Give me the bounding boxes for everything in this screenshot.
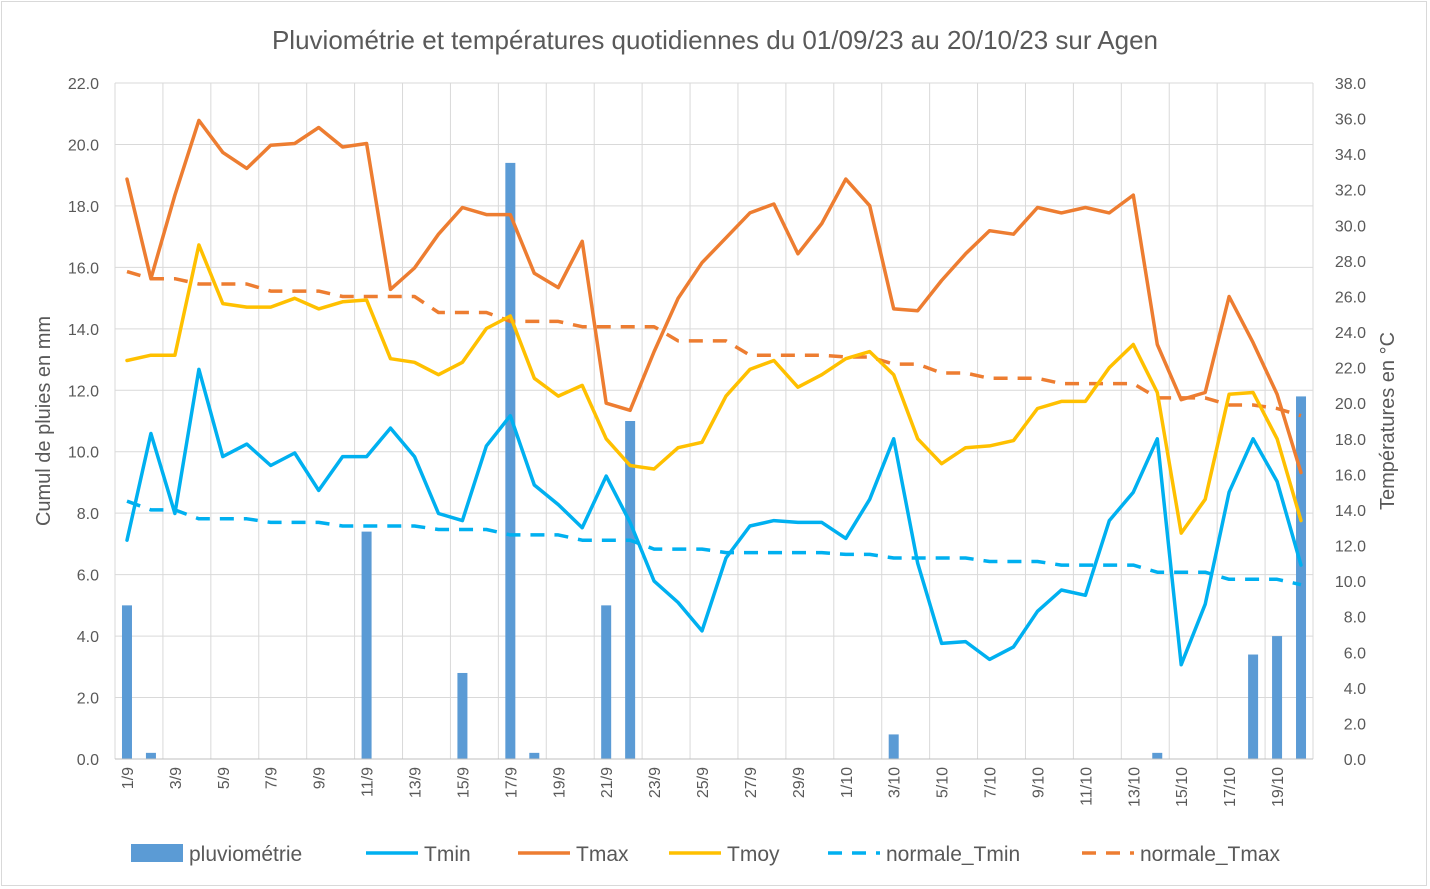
y-right-tick-label: 6.0: [1344, 645, 1366, 662]
y-left-tick-label: 14.0: [68, 322, 99, 339]
bar-pluviometrie-22/9: [625, 421, 636, 759]
y-left-tick-label: 18.0: [68, 199, 99, 216]
x-tick-label: 11/9: [360, 767, 377, 797]
chart-title: Pluviométrie et températures quotidienne…: [272, 25, 1158, 55]
legend-label-normale_Tmin: normale_Tmin: [886, 843, 1020, 866]
bar-pluviometrie-18/10: [1248, 654, 1259, 759]
bar-pluviometrie-14/10: [1152, 752, 1163, 759]
x-tick-label: 1/9: [120, 767, 137, 789]
x-tick-label: 13/9: [408, 767, 425, 798]
x-tick-label: 9/9: [312, 767, 329, 789]
y-left-tick-label: 12.0: [68, 383, 99, 400]
x-tick-label: 15/10: [1174, 767, 1191, 807]
y-right-tick-label: 26.0: [1335, 289, 1366, 306]
y-right-tick-label: 20.0: [1335, 396, 1366, 413]
y-right-tick-label: 16.0: [1335, 467, 1366, 484]
y-right-tick-label: 0.0: [1344, 752, 1366, 769]
legend-label-pluviométrie: pluviométrie: [189, 843, 302, 866]
x-tick-label: 5/9: [216, 767, 233, 789]
x-tick-label: 3/10: [887, 767, 904, 798]
legend-label-Tmoy: Tmoy: [727, 843, 780, 866]
x-tick-label: 23/9: [647, 767, 664, 798]
y-left-tick-label: 16.0: [68, 260, 99, 277]
x-tick-label: 5/10: [935, 767, 952, 798]
legend: pluviométrie Tmin Tmax Tmoy normale_Tmin norm…: [131, 843, 1281, 866]
y-left-tick-label: 22.0: [68, 76, 99, 93]
y-left-tick-label: 4.0: [77, 629, 99, 646]
y-left-tick-label: 2.0: [77, 691, 99, 708]
x-tick-label: 17/10: [1222, 767, 1239, 807]
gridlines: [114, 82, 1314, 760]
axes: 0.0 2.0 4.0 6.0 8.0 10.0 12.0 14.0 16.0 18.0 20.0 2…: [68, 76, 1366, 807]
x-tick-label: 1/10: [839, 767, 856, 798]
x-tick-label: 9/10: [1030, 767, 1047, 798]
line-series-normale_Tmax: [126, 269, 1302, 418]
x-tick-label: 29/9: [791, 767, 808, 798]
y-left-tick-label: 6.0: [77, 568, 99, 585]
y-left-tick-label: 0.0: [77, 752, 99, 769]
bar-pluviometrie-11/9: [361, 531, 372, 759]
y-right-tick-label: 36.0: [1335, 112, 1366, 129]
line-series-Tmoy: [125, 243, 1303, 535]
line-series-Tmin: [125, 367, 1303, 667]
bar-pluviometrie-15/9: [457, 672, 468, 759]
y-right-tick-label: 18.0: [1335, 432, 1366, 449]
bar-pluviometrie-19/10: [1272, 636, 1283, 759]
x-tick-label: 19/9: [551, 767, 568, 798]
x-tick-label: 13/10: [1126, 767, 1143, 807]
y-right-tick-label: 28.0: [1335, 254, 1366, 271]
x-tick-label: 19/10: [1270, 767, 1287, 807]
y-right-tick-label: 4.0: [1344, 681, 1366, 698]
x-tick-label: 3/9: [168, 767, 185, 789]
bar-pluviometrie-1/9: [121, 605, 132, 759]
legend-swatch-pluviométrie: [131, 844, 183, 862]
y-right-tick-label: 2.0: [1344, 716, 1366, 733]
line-series-normale_Tmin: [126, 499, 1302, 587]
bar-pluviometrie-3/10: [888, 734, 899, 759]
y-right-tick-label: 10.0: [1335, 574, 1366, 591]
y-right-tick-label: 8.0: [1344, 610, 1366, 627]
x-tick-label: 7/9: [264, 767, 281, 789]
legend-label-normale_Tmax: normale_Tmax: [1140, 843, 1281, 866]
line-series-Tmax: [125, 118, 1303, 475]
y-right-tick-label: 24.0: [1335, 325, 1366, 342]
x-tick-label: 25/9: [695, 767, 712, 798]
x-tick-label: 7/10: [983, 767, 1000, 798]
bar-pluviometrie-21/9: [601, 605, 612, 759]
legend-label-Tmax: Tmax: [576, 843, 629, 866]
y-axis-right-label: Températures en °C: [1377, 332, 1399, 510]
x-tick-label: 27/9: [743, 767, 760, 798]
y-right-tick-label: 32.0: [1335, 183, 1366, 200]
x-tick-label: 21/9: [599, 767, 616, 798]
x-tick-label: 15/9: [455, 767, 472, 798]
y-right-tick-label: 38.0: [1335, 76, 1366, 93]
y-right-tick-label: 22.0: [1335, 361, 1366, 378]
y-right-tick-label: 34.0: [1335, 147, 1366, 164]
bar-pluviometrie-18/9: [529, 752, 540, 759]
x-tick-label: 17/9: [503, 767, 520, 798]
y-axis-left-label: Cumul de pluies en mm: [33, 316, 55, 526]
y-right-tick-label: 14.0: [1335, 503, 1366, 520]
legend-label-Tmin: Tmin: [424, 843, 471, 866]
bar-series-pluviometrie: [121, 162, 1307, 759]
y-left-tick-label: 10.0: [68, 445, 99, 462]
bar-pluviometrie-20/10: [1296, 396, 1307, 759]
bar-pluviometrie-2/9: [145, 752, 156, 759]
x-tick-label: 11/10: [1078, 767, 1095, 806]
y-left-tick-label: 20.0: [68, 137, 99, 154]
y-left-tick-label: 8.0: [77, 506, 99, 523]
y-right-tick-label: 12.0: [1335, 539, 1366, 556]
bar-pluviometrie-17/9: [505, 162, 516, 759]
line-series: [125, 118, 1303, 667]
y-right-tick-label: 30.0: [1335, 218, 1366, 235]
